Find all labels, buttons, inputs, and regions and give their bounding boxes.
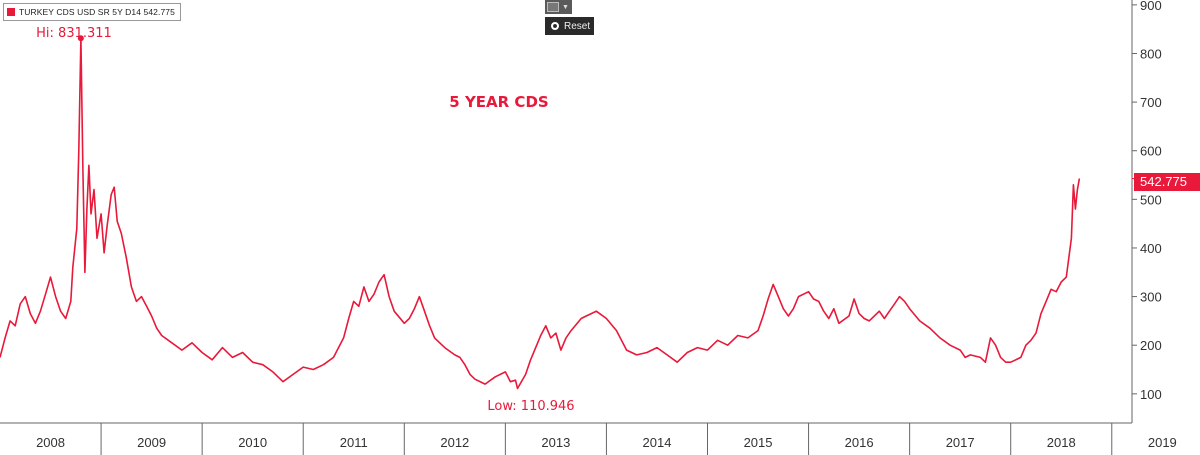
x-tick-label: 2016 [845, 435, 874, 450]
x-tick-label: 2018 [1047, 435, 1076, 450]
legend-swatch [7, 8, 15, 16]
reset-button[interactable]: Reset [545, 17, 594, 35]
x-tick-label: 2013 [541, 435, 570, 450]
x-tick-label: 2009 [137, 435, 166, 450]
high-marker [77, 35, 84, 42]
low-annotation: Low: 110.946 [487, 399, 574, 414]
caret-down-icon: ▼ [562, 3, 569, 11]
x-tick-label: 2010 [238, 435, 267, 450]
y-tick-label: 700 [1140, 95, 1162, 110]
chart-title: 5 YEAR CDS [449, 93, 548, 111]
y-tick-label: 900 [1140, 0, 1162, 13]
x-tick-label: 2015 [744, 435, 773, 450]
x-tick-label: 2019 [1148, 435, 1177, 450]
x-tick-label: 2012 [440, 435, 469, 450]
chart-toolbar: ▼ Reset [545, 0, 594, 35]
y-tick-label: 500 [1140, 192, 1162, 207]
x-tick-label: 2017 [946, 435, 975, 450]
high-annotation: Hi: 831.311 [36, 26, 112, 41]
legend: TURKEY CDS USD SR 5Y D14 542.775 [3, 3, 181, 21]
series-line [0, 37, 1081, 390]
y-tick-label: 300 [1140, 290, 1162, 305]
reset-label: Reset [564, 20, 591, 32]
x-tick-label: 2011 [340, 435, 368, 450]
reset-icon [551, 22, 559, 30]
x-tick-label: 2014 [643, 435, 672, 450]
y-tick-label: 200 [1140, 338, 1162, 353]
y-tick-label: 400 [1140, 241, 1162, 256]
y-tick-label: 800 [1140, 46, 1162, 61]
y-tick-label: 600 [1140, 144, 1162, 159]
x-tick-label: 2008 [36, 435, 65, 450]
legend-label: TURKEY CDS USD SR 5Y D14 542.775 [19, 7, 175, 17]
chart-glyph-icon [547, 2, 559, 12]
y-tick-label: 100 [1140, 387, 1162, 402]
last-value-tag: 542.775 [1134, 173, 1200, 191]
line-chart-icon[interactable]: ▼ [545, 0, 572, 14]
